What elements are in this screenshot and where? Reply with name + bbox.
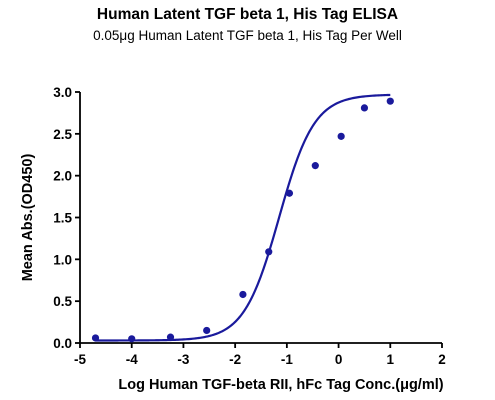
data-point (91, 334, 100, 342)
y-tick-label: 0.5 (53, 294, 72, 309)
x-tick-label: -2 (229, 352, 241, 367)
x-tick-label: -4 (126, 352, 138, 367)
y-tick-label: 2.0 (53, 169, 72, 184)
chart-title: Human Latent TGF beta 1, His Tag ELISA (96, 6, 399, 23)
x-axis-label: Log Human TGF-beta RII, hFc Tag Conc.(μg… (118, 377, 443, 393)
x-tick-label: 2 (438, 352, 446, 367)
x-tick-label: 1 (387, 352, 395, 367)
y-tick-label: 1.5 (53, 211, 72, 226)
data-point (311, 162, 319, 170)
y-tick-label: 2.5 (53, 127, 72, 142)
y-tick-label: 1.0 (53, 252, 72, 267)
y-tick-label: 0.0 (53, 336, 72, 351)
data-point (128, 335, 136, 343)
data-point (386, 97, 394, 105)
y-axis-label: Mean Abs.(OD450) (20, 154, 36, 282)
x-tick-label: -5 (74, 352, 86, 367)
x-tick-label: -1 (281, 352, 293, 367)
chart-subtitle: 0.05μg Human Latent TGF beta 1, His Tag … (93, 28, 402, 43)
data-point (337, 132, 345, 140)
data-point (203, 326, 211, 335)
data-point (239, 290, 247, 299)
data-point (285, 189, 294, 197)
data-point (360, 104, 369, 112)
x-tick-label: 0 (335, 352, 343, 367)
x-tick-label: -3 (177, 352, 189, 367)
fit-curve (95, 93, 391, 342)
data-point (166, 333, 175, 341)
data-point (265, 248, 273, 256)
y-tick-label: 3.0 (53, 85, 72, 100)
